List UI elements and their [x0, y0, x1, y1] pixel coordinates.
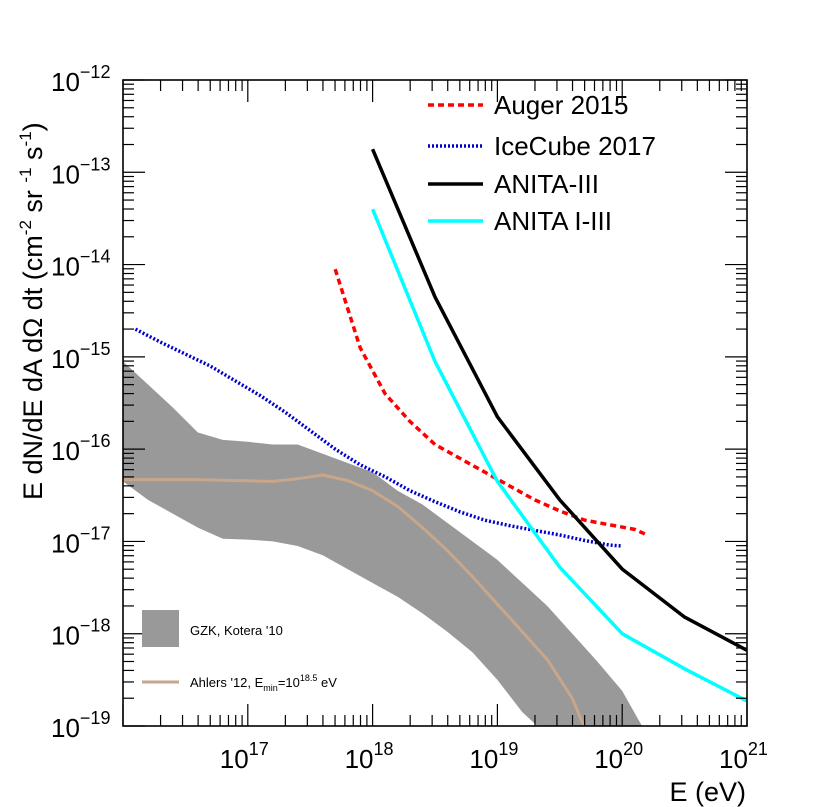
legend-label-anita13: ANITA I-III — [494, 206, 612, 236]
legend-label-icecube: IceCube 2017 — [494, 131, 656, 161]
anita-i-iii-line — [370, 208, 747, 703]
icecube-2017-line — [134, 327, 623, 548]
x-tick-label: 1018 — [345, 739, 394, 774]
x-tick-label: 1019 — [469, 739, 518, 774]
x-tick-label: 1020 — [594, 739, 643, 774]
legend-entry-ahlers: Ahlers '12, Emin=1018.5 eV — [142, 673, 337, 693]
auger-2015-line — [333, 268, 648, 537]
y-tick-label: 10−16 — [51, 431, 110, 466]
legend-label-auger: Auger 2015 — [494, 90, 628, 120]
x-tick-label: 1017 — [220, 739, 269, 774]
legend-label-ahlers: Ahlers '12, Emin=1018.5 eV — [190, 673, 337, 693]
ahlers-12-line — [123, 473, 586, 726]
legend-entry-icecube: IceCube 2017 — [428, 131, 656, 161]
legend-entry-anita13: ANITA I-III — [428, 206, 612, 236]
legend-entry-gzk: GZK, Kotera '10 — [142, 610, 283, 647]
legend-top: Auger 2015 IceCube 2017 ANITA-III ANITA … — [428, 90, 656, 236]
y-tick-label: 10−13 — [51, 154, 110, 189]
y-tick-label: 10−14 — [51, 247, 110, 282]
legend-label-anita3: ANITA-III — [494, 169, 599, 199]
anita-iii-line — [370, 148, 747, 652]
y-tick-label: 10−18 — [51, 616, 110, 651]
legend-entry-anita3: ANITA-III — [428, 169, 599, 199]
y-axis-title: E dN/dE dA dΩ dt (cm-2 sr -1 s-1) — [16, 122, 48, 500]
y-tick-label: 10−15 — [51, 339, 110, 374]
x-axis-title: E (eV) — [669, 777, 746, 807]
x-tick-label: 1021 — [719, 739, 768, 774]
y-tick-label: 10−17 — [51, 523, 110, 558]
legend-bottom: GZK, Kotera '10 Ahlers '12, Emin=1018.5 … — [142, 610, 337, 693]
legend-swatch-gzk — [142, 610, 179, 647]
gzk-band — [123, 361, 643, 726]
legend-label-gzk: GZK, Kotera '10 — [190, 623, 283, 638]
plot-frame — [122, 79, 748, 727]
legend-entry-auger: Auger 2015 — [428, 90, 628, 120]
y-tick-label: 10−19 — [51, 708, 110, 743]
y-tick-label: 10−12 — [51, 62, 110, 97]
